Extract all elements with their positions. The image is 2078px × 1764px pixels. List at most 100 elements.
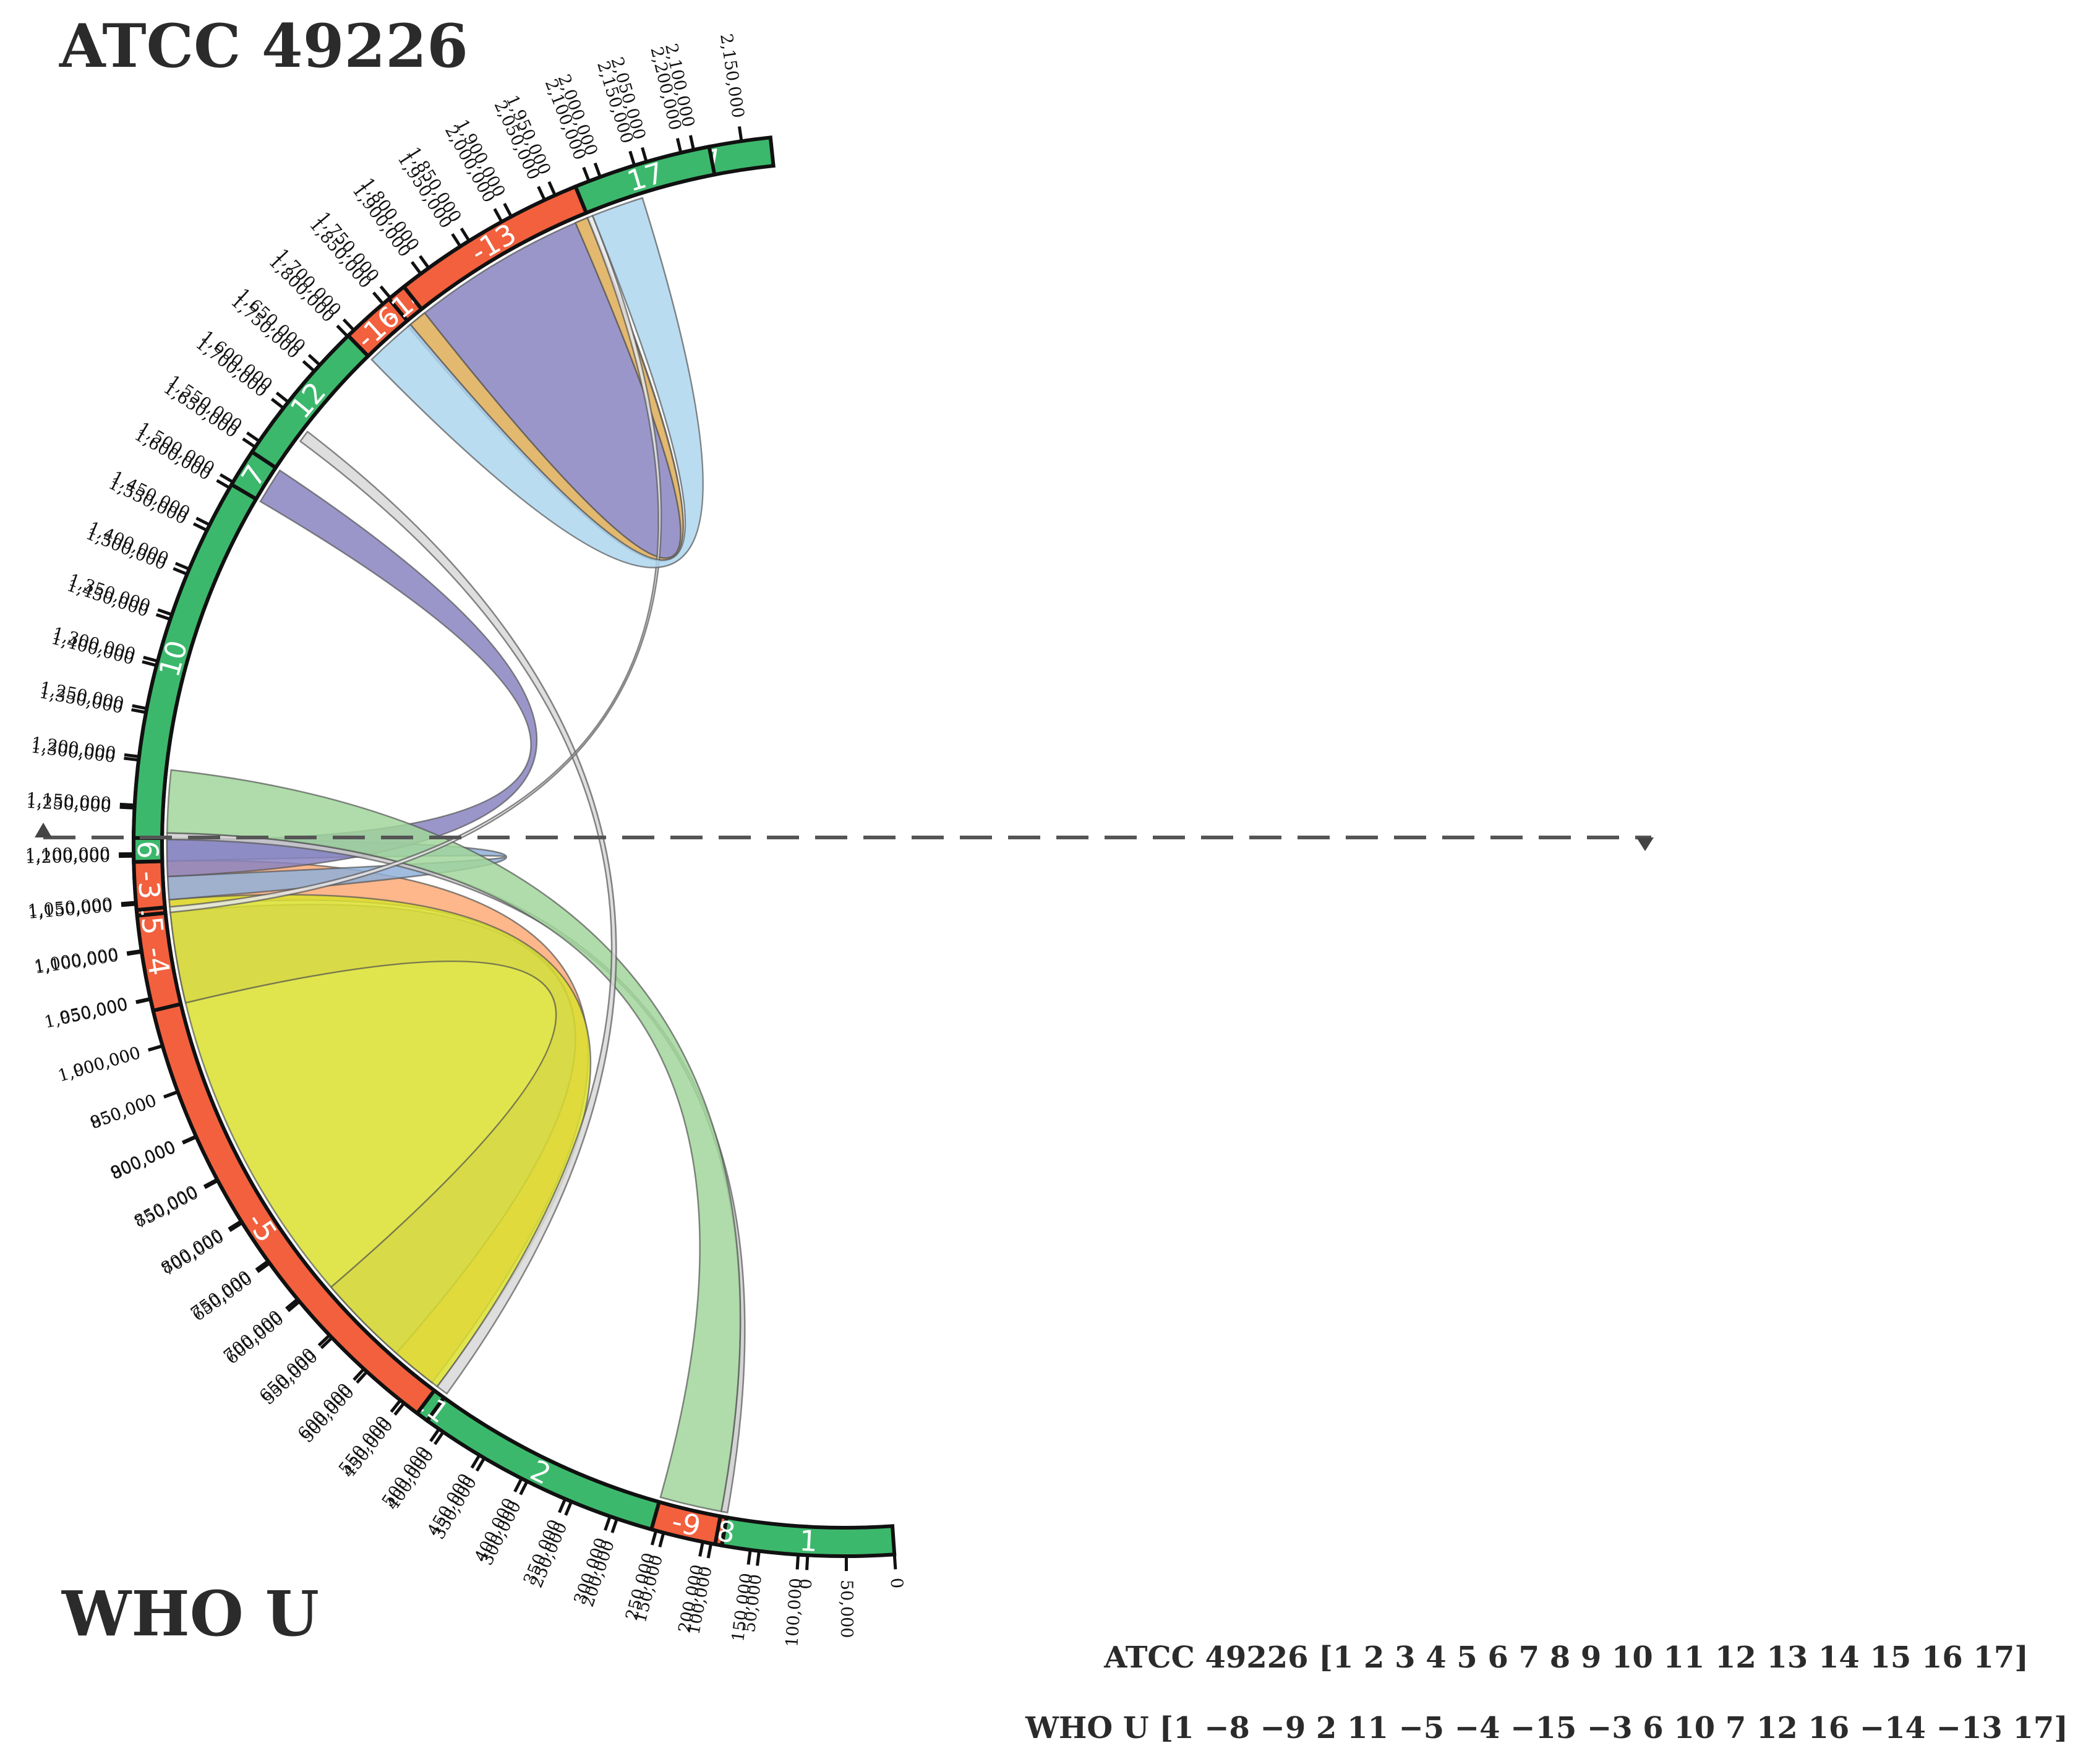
- bottom-scale-tick-label: 650,000: [256, 1345, 319, 1406]
- bottom-scale-tick-label: 1,200,000: [25, 847, 110, 867]
- synteny-ribbons: [166, 197, 746, 1514]
- top-scale-tick: [475, 1458, 485, 1472]
- top-scale-tick: [593, 162, 602, 177]
- bottom-scale-tick-label: 1,000,000: [56, 1043, 143, 1086]
- bottom-scale-tick-label: 50,000: [837, 1580, 856, 1638]
- top-scale-tick: [124, 753, 139, 758]
- bottom-scale-tick: [127, 951, 141, 956]
- bottom-scale-tick: [451, 233, 461, 247]
- bottom-scale-tick: [513, 1479, 523, 1492]
- bottom-scale-tick: [795, 1556, 800, 1570]
- bottom-scale-tick-label: 0: [886, 1577, 906, 1589]
- bottom-scale-tick: [121, 902, 135, 907]
- top-scale-tick: [460, 227, 470, 241]
- top-scale-tick: [706, 1544, 712, 1559]
- synteny-ribbon-block-5: [168, 894, 592, 1388]
- top-scale-tick: [419, 255, 430, 268]
- bottom-scale-tick: [429, 1429, 440, 1442]
- top-scale-tick: [519, 1481, 528, 1496]
- top-scale-tick: [256, 1262, 270, 1274]
- bottom-scale-tick-label: 700,000: [220, 1307, 286, 1366]
- divider-left-arrow: [35, 823, 52, 837]
- bottom-scale-tick: [155, 613, 170, 621]
- bottom-genome-block-label: -4: [139, 944, 176, 978]
- top-scale-tick: [356, 1371, 367, 1384]
- bottom-scale-tick: [628, 150, 636, 165]
- bottom-scale-tick: [228, 1220, 241, 1231]
- top-scale-tick-label: 2,150,000: [716, 32, 748, 119]
- bottom-scale-tick: [746, 1551, 752, 1565]
- bottom-scale-tick: [353, 1369, 364, 1381]
- bottom-scale-tick: [135, 998, 150, 1004]
- bottom-scale-tick: [119, 805, 134, 810]
- top-genome-title: ATCC 49226: [59, 11, 468, 81]
- bottom-scale-tick: [216, 479, 229, 489]
- top-scale-tick: [246, 431, 259, 442]
- bottom-scale-tick: [131, 708, 145, 714]
- top-scale-tick: [287, 1301, 300, 1312]
- top-scale-tick: [307, 354, 320, 366]
- top-scale-tick-label: 1,150,000: [26, 789, 112, 813]
- bottom-scale-tick-label: 1,250,000: [26, 793, 112, 816]
- bottom-scale-tick: [675, 138, 682, 152]
- bottom-scale-tick: [493, 208, 503, 222]
- synteny-ribbon-block-11: [299, 430, 617, 1395]
- top-scale-tick: [805, 1556, 810, 1570]
- top-scale-tick: [219, 473, 233, 483]
- top-scale-tick: [547, 181, 556, 195]
- top-scale-tick: [342, 318, 354, 331]
- top-scale-tick: [610, 1519, 618, 1533]
- top-scale-tick: [143, 656, 157, 662]
- bottom-scale-tick: [181, 1135, 196, 1144]
- bottom-scale-tick: [148, 1045, 162, 1052]
- bottom-genome-block-17: [573, 144, 717, 216]
- top-scale-tick: [275, 392, 289, 403]
- bottom-scale-tick: [285, 1298, 298, 1310]
- bottom-scale-tick: [390, 1400, 401, 1413]
- top-genome-block-order: ATCC 49226 [1 2 3 4 5 6 7 8 9 10 11 12 1…: [1104, 1640, 2029, 1675]
- bottom-scale-tick: [270, 398, 284, 409]
- bottom-scale-tick: [255, 1261, 268, 1272]
- top-scale-tick: [119, 802, 134, 807]
- synteny-ribbon-block-7: [166, 469, 538, 878]
- divider-right-arrow: [1636, 837, 1654, 851]
- top-scale-tick: [229, 1222, 242, 1232]
- bottom-genome-block-label: -3: [132, 870, 167, 901]
- bottom-scale-tick-label: 100,000: [782, 1577, 806, 1647]
- bottom-scale-tick: [582, 166, 590, 181]
- bottom-scale-tick-label: 1,050,000: [43, 995, 130, 1032]
- bottom-scale-tick-label: 800,000: [158, 1225, 226, 1278]
- top-scale-tick: [157, 608, 171, 616]
- top-scale-tick: [688, 135, 695, 149]
- top-scale-tick: [756, 1552, 761, 1566]
- top-scale-tick: [379, 285, 391, 298]
- bottom-scale-tick: [142, 660, 156, 667]
- bottom-scale-tick: [650, 1531, 657, 1546]
- bottom-scale-tick: [203, 1178, 217, 1188]
- bottom-scale-tick: [317, 1335, 330, 1347]
- bottom-scale-tick: [372, 291, 384, 304]
- bottom-scale-tick: [173, 567, 187, 575]
- top-scale-tick: [195, 516, 210, 526]
- bottom-scale-tick-label: 750,000: [187, 1267, 255, 1323]
- bottom-scale-tick: [163, 1090, 177, 1098]
- bottom-scale-tick-label: 850,000: [131, 1182, 201, 1231]
- bottom-scale-tick: [558, 1499, 567, 1514]
- bottom-scale-tick: [242, 437, 255, 448]
- bottom-scale-tick: [192, 522, 207, 531]
- bottom-scale-tick: [698, 1543, 704, 1557]
- bottom-genome-block-order: WHO U [1 −8 −9 2 11 −5 −4 −15 −3 6 10 7 …: [1025, 1711, 2068, 1745]
- top-scale-tick-label: 0: [796, 1578, 816, 1590]
- bottom-scale-tick-label: 600,000: [294, 1380, 355, 1444]
- genome-divider: [35, 823, 1654, 851]
- top-scale-tick: [132, 704, 146, 710]
- bottom-genome-title: WHO U: [62, 1577, 319, 1650]
- bottom-scale-tick: [604, 1517, 612, 1531]
- synteny-ribbon-block-16: [370, 197, 704, 568]
- bottom-genome-block-label: 1: [798, 1524, 818, 1558]
- bottom-scale-tick: [892, 1556, 897, 1570]
- top-scale-tick: [320, 1337, 333, 1350]
- bottom-scale-tick: [336, 324, 348, 337]
